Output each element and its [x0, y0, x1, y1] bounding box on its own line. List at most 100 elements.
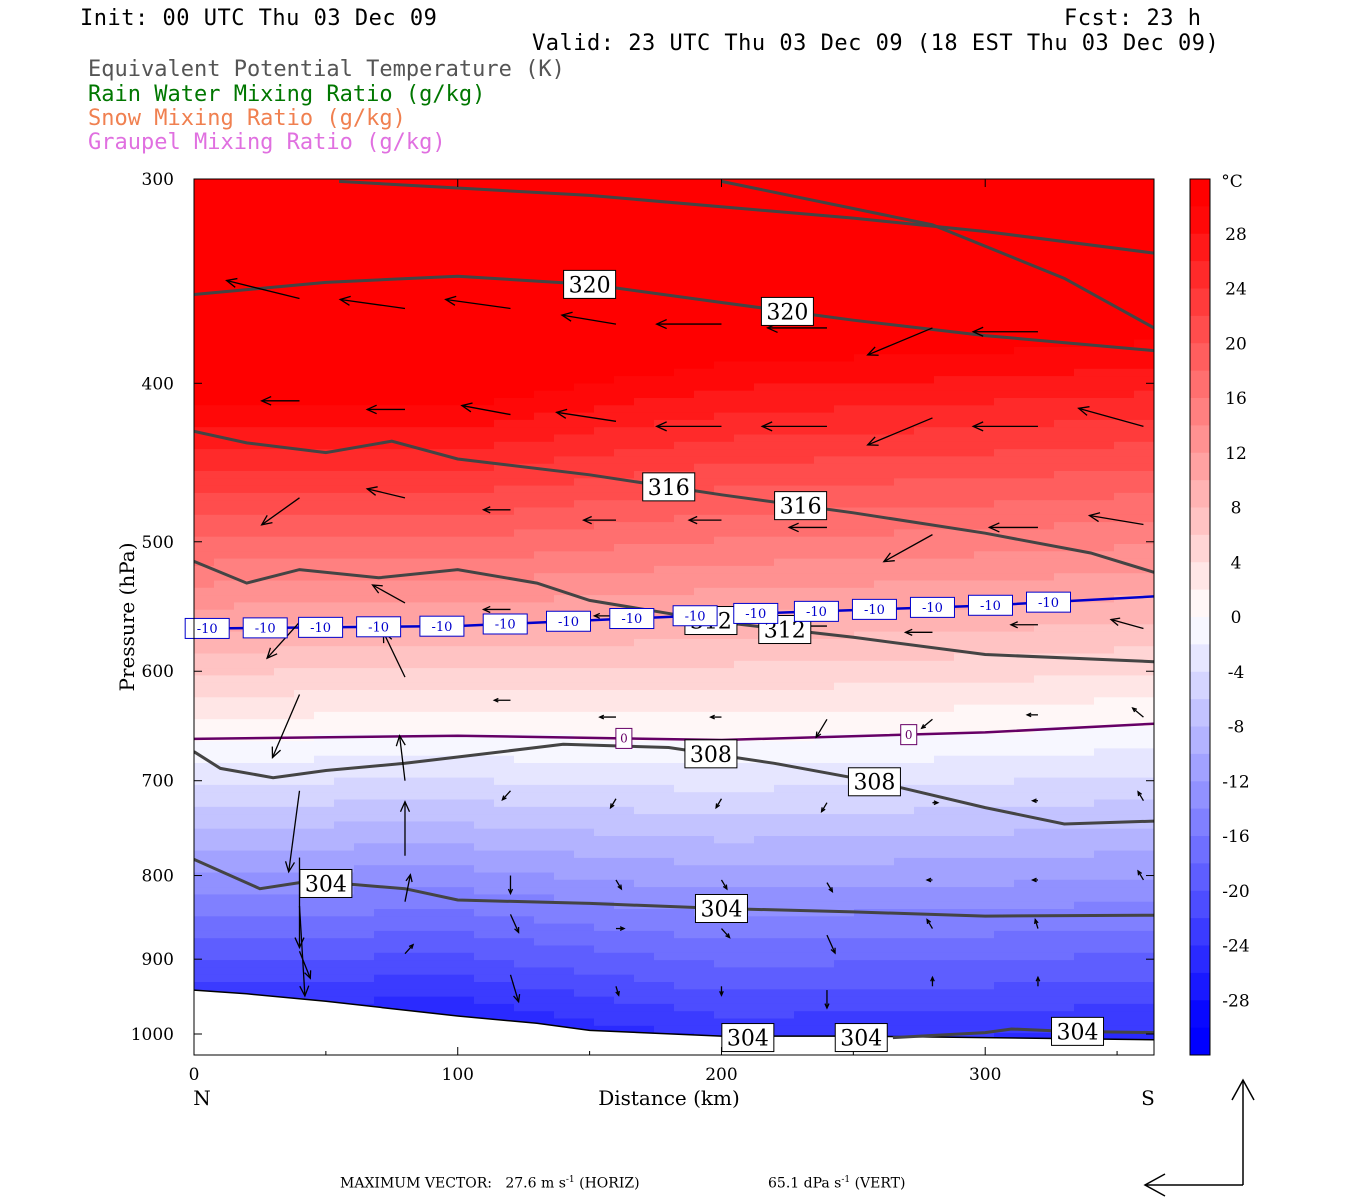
shading-cell: [274, 668, 295, 676]
shading-cell: [614, 945, 635, 954]
shading-cell: [634, 595, 655, 603]
shading-cell: [414, 573, 435, 582]
shading-cell: [214, 887, 235, 895]
shading-cell: [894, 974, 915, 983]
shading-cell: [574, 726, 595, 735]
shading-cell: [734, 186, 755, 195]
shading-cell: [854, 485, 875, 494]
shading-cell: [454, 544, 475, 552]
shading-cell: [574, 828, 595, 837]
shading-cell: [634, 828, 655, 837]
shading-cell: [874, 857, 895, 866]
shading-cell: [234, 565, 255, 574]
shading-cell: [674, 281, 695, 290]
shading-cell: [474, 872, 495, 881]
shading-cell: [674, 237, 695, 246]
shading-cell: [214, 646, 235, 655]
shading-cell: [214, 266, 235, 275]
shading-cell: [314, 748, 335, 757]
shading-cell: [754, 1003, 775, 1012]
shading-cell: [914, 682, 935, 691]
shading-cell: [674, 646, 695, 655]
shading-cell: [654, 303, 675, 311]
shading-cell: [374, 894, 395, 903]
shading-cell: [974, 441, 995, 450]
shading-cell: [494, 361, 515, 370]
shading-cell: [234, 244, 255, 253]
shading-cell: [774, 346, 795, 355]
shading-cell: [694, 784, 715, 793]
shading-cell: [634, 273, 655, 282]
shading-cell: [674, 215, 695, 224]
shading-cell: [374, 806, 395, 815]
shading-cell: [394, 887, 415, 895]
shading-cell: [934, 989, 955, 998]
shading-cell: [554, 580, 575, 589]
shading-cell: [414, 923, 435, 932]
shading-cell: [494, 310, 515, 319]
shading-cell: [554, 857, 575, 866]
shading-cell: [714, 449, 735, 457]
shading-cell: [474, 967, 495, 976]
shading-cell: [914, 346, 935, 355]
shading-cell: [354, 193, 375, 202]
shading-cell: [654, 383, 675, 392]
shading-cell: [834, 193, 855, 202]
shading-cell: [374, 419, 395, 428]
shading-cell: [874, 617, 895, 625]
shading-cell: [714, 792, 735, 801]
shading-cell: [334, 222, 355, 231]
shading-cell: [794, 916, 815, 925]
shading-cell: [414, 252, 435, 260]
shading-cell: [434, 295, 455, 304]
shading-cell: [754, 763, 775, 771]
shading-cell: [1014, 522, 1035, 530]
shading-cell: [654, 427, 675, 436]
shading-cell: [614, 638, 635, 647]
shading-cell: [554, 1003, 575, 1012]
shading-cell: [1014, 310, 1035, 319]
shading-cell: [614, 755, 635, 764]
shading-cell: [514, 784, 535, 793]
shading-cell: [394, 945, 415, 954]
shading-cell: [914, 806, 935, 815]
shading-cell: [974, 755, 995, 764]
shading-cell: [574, 799, 595, 808]
shading-cell: [814, 529, 835, 538]
shading-cell: [314, 252, 335, 260]
shading-cell: [614, 982, 635, 990]
shading-cell: [254, 346, 275, 355]
shading-cell: [814, 544, 835, 552]
shading-cell: [294, 193, 315, 202]
shading-cell: [434, 660, 455, 669]
shading-cell: [294, 419, 315, 428]
shading-cell: [834, 259, 855, 268]
shading-cell: [194, 536, 215, 545]
shading-cell: [374, 325, 395, 333]
shading-cell: [954, 281, 975, 290]
shading-cell: [794, 989, 815, 998]
shading-cell: [354, 500, 375, 509]
shading-cell: [694, 887, 715, 895]
shading-cell: [474, 200, 495, 209]
shading-cell: [1014, 419, 1035, 428]
shading-cell: [614, 376, 635, 384]
shading-cell: [434, 507, 455, 516]
shading-cell: [774, 332, 795, 341]
shading-cell: [874, 500, 895, 509]
shading-cell: [294, 449, 315, 457]
shading-cell: [234, 273, 255, 282]
shading-cell: [574, 237, 595, 246]
shading-cell: [294, 544, 315, 552]
shading-cell: [434, 587, 455, 596]
shading-cell: [454, 471, 475, 479]
shading-cell: [654, 733, 675, 742]
shading-cell: [934, 930, 955, 939]
shading-cell: [874, 748, 895, 757]
shading-cell: [994, 660, 1015, 669]
shading-cell: [914, 390, 935, 399]
shading-cell: [274, 303, 295, 311]
shading-cell: [714, 638, 735, 647]
shading-cell: [694, 945, 715, 954]
shading-cell: [494, 974, 515, 983]
